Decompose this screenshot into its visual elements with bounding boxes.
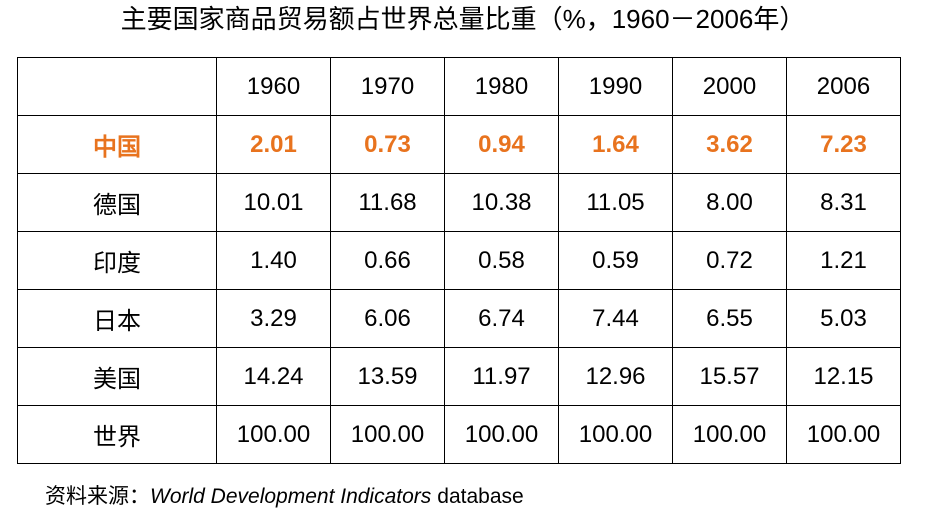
- data-row: 中国 2.01 0.73 0.94 1.64 3.62 7.23: [17, 115, 901, 174]
- source-suffix: database: [437, 485, 524, 508]
- header-row: 1960 1970 1980 1990 2000 2006: [17, 57, 901, 116]
- value-cell: 0.72: [672, 231, 787, 290]
- value-cell: 0.73: [330, 115, 445, 174]
- value-cell: 11.68: [330, 173, 445, 232]
- data-row: 德国 10.01 11.68 10.38 11.05 8.00 8.31: [17, 173, 901, 232]
- source-italic: World Development Indicators: [150, 485, 432, 508]
- data-row: 美国 14.24 13.59 11.97 12.96 15.57 12.15: [17, 347, 901, 406]
- data-row: 世界 100.00 100.00 100.00 100.00 100.00 100.00: [17, 405, 901, 464]
- value-cell: 100.00: [558, 405, 673, 464]
- value-cell: 12.15: [786, 347, 901, 406]
- value-cell: 0.94: [444, 115, 559, 174]
- value-cell: 8.00: [672, 173, 787, 232]
- source-note: 资料来源：World Development Indicators databas…: [45, 484, 524, 510]
- data-table: 1960 1970 1980 1990 2000 2006 中国 2.01 0.73 0.94 1.…: [17, 57, 901, 464]
- row-label: 美国: [17, 347, 217, 406]
- value-cell: 15.57: [672, 347, 787, 406]
- value-cell: 100.00: [444, 405, 559, 464]
- value-cell: 6.55: [672, 289, 787, 348]
- value-cell: 1.40: [216, 231, 331, 290]
- title: 主要国家商品贸易额占世界总量比重（%，1960－2006年）: [120, 4, 806, 34]
- value-cell: 10.38: [444, 173, 559, 232]
- year-header: 2006: [786, 57, 901, 116]
- value-cell: 6.06: [330, 289, 445, 348]
- value-cell: 3.29: [216, 289, 331, 348]
- table-body: 1960 1970 1980 1990 2000 2006 中国 2.01 0.73 0.94 1.…: [17, 57, 901, 464]
- value-cell: 7.23: [786, 115, 901, 174]
- row-label: 日本: [17, 289, 217, 348]
- value-cell: 8.31: [786, 173, 901, 232]
- value-cell: 11.97: [444, 347, 559, 406]
- value-cell: 100.00: [330, 405, 445, 464]
- row-label: 德国: [17, 173, 217, 232]
- year-header: 1960: [216, 57, 331, 116]
- year-header: 1990: [558, 57, 673, 116]
- data-row: 日本 3.29 6.06 6.74 7.44 6.55 5.03: [17, 289, 901, 348]
- value-cell: 0.58: [444, 231, 559, 290]
- value-cell: 1.64: [558, 115, 673, 174]
- row-label: 中国: [17, 115, 217, 174]
- value-cell: 100.00: [786, 405, 901, 464]
- value-cell: 7.44: [558, 289, 673, 348]
- year-header: 1970: [330, 57, 445, 116]
- value-cell: 3.62: [672, 115, 787, 174]
- value-cell: 13.59: [330, 347, 445, 406]
- value-cell: 11.05: [558, 173, 673, 232]
- value-cell: 0.59: [558, 231, 673, 290]
- value-cell: 12.96: [558, 347, 673, 406]
- value-cell: 10.01: [216, 173, 331, 232]
- value-cell: 5.03: [786, 289, 901, 348]
- value-cell: 100.00: [216, 405, 331, 464]
- row-label: 世界: [17, 405, 217, 464]
- year-header: 1980: [444, 57, 559, 116]
- value-cell: 2.01: [216, 115, 331, 174]
- value-cell: 100.00: [672, 405, 787, 464]
- row-label: 印度: [17, 231, 217, 290]
- source-prefix: 资料来源：: [45, 485, 150, 508]
- year-header: 2000: [672, 57, 787, 116]
- value-cell: 6.74: [444, 289, 559, 348]
- value-cell: 0.66: [330, 231, 445, 290]
- data-row: 印度 1.40 0.66 0.58 0.59 0.72 1.21: [17, 231, 901, 290]
- corner-cell: [17, 57, 217, 116]
- value-cell: 1.21: [786, 231, 901, 290]
- value-cell: 14.24: [216, 347, 331, 406]
